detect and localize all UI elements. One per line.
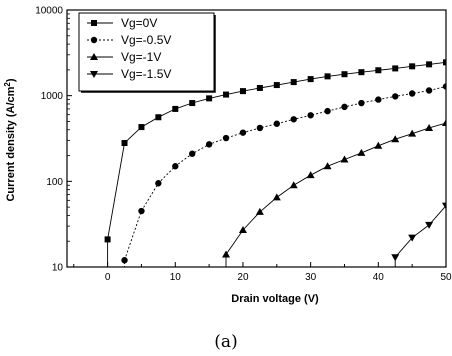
legend-label: Vg=0V — [121, 16, 157, 30]
legend-marker — [90, 71, 98, 78]
x-tick-label: 20 — [237, 272, 249, 283]
data-point — [206, 95, 213, 102]
data-point — [425, 123, 434, 131]
legend-label: Vg=-0.5V — [121, 33, 171, 47]
data-point — [340, 155, 349, 163]
y-axis-title-superscript: 2 — [3, 82, 12, 87]
data-point — [341, 71, 348, 78]
data-point — [239, 88, 246, 95]
data-point — [443, 59, 446, 66]
data-point — [155, 114, 162, 121]
data-point — [289, 181, 298, 189]
y-tick-label: 10000 — [35, 6, 63, 17]
data-point — [392, 65, 399, 72]
data-point — [357, 148, 366, 156]
legend-box — [78, 12, 215, 92]
data-point — [409, 63, 416, 70]
data-point — [155, 180, 162, 187]
data-point — [255, 207, 264, 215]
data-point — [121, 257, 128, 264]
data-point — [256, 124, 264, 132]
data-point — [408, 90, 416, 97]
legend-marker — [90, 36, 98, 44]
data-point — [121, 140, 128, 147]
data-point — [307, 76, 314, 83]
series-3 — [222, 118, 446, 267]
x-axis-title: Drain voltage (V) — [231, 293, 319, 305]
data-point — [272, 193, 281, 201]
data-point — [138, 207, 145, 215]
data-point — [172, 105, 179, 112]
legend-marker — [90, 53, 98, 60]
data-point — [408, 129, 417, 137]
data-point — [104, 236, 111, 243]
y-axis-title: Current density (A/cm2) — [3, 78, 17, 201]
series-4 — [391, 202, 446, 267]
y-axis-title-close: ) — [5, 78, 17, 82]
series-line — [394, 205, 446, 267]
legend-marker — [91, 20, 97, 26]
data-point — [290, 116, 297, 123]
series-1 — [104, 59, 446, 267]
data-point — [222, 250, 231, 258]
plot-area — [104, 59, 446, 267]
series-line — [225, 122, 446, 267]
data-point — [189, 100, 196, 107]
y-tick-label: 1000 — [41, 91, 64, 102]
data-point — [425, 87, 433, 94]
legend-shadow — [81, 15, 216, 93]
figure-caption: (a) — [214, 332, 237, 352]
data-point — [307, 112, 314, 119]
data-point — [392, 93, 399, 100]
data-point — [442, 83, 446, 90]
x-tick-label: 10 — [170, 272, 182, 283]
data-point — [324, 73, 331, 80]
data-point — [238, 226, 247, 234]
data-point — [239, 129, 247, 136]
data-point — [358, 69, 365, 76]
y-axis-title-main: Current density (A/cm — [5, 86, 17, 201]
data-point — [391, 135, 400, 143]
data-point — [375, 96, 382, 103]
data-point — [426, 61, 433, 68]
series-2 — [121, 83, 446, 267]
axes: 0 10 20 30 40 50 10 100 1000 10000 — [35, 6, 452, 284]
series-line — [124, 86, 446, 267]
y-tick-label: 100 — [46, 177, 63, 188]
legend-label: Vg=-1.5V — [121, 67, 171, 81]
data-point — [205, 141, 213, 148]
data-point — [306, 171, 315, 179]
data-point — [223, 91, 230, 98]
data-point — [222, 134, 230, 142]
plot-frame — [66, 9, 447, 268]
data-point — [324, 107, 331, 115]
data-point — [358, 99, 365, 107]
x-tick-label: 40 — [373, 272, 385, 283]
data-point — [189, 150, 196, 157]
data-point — [256, 84, 263, 91]
x-tick-label: 30 — [305, 272, 317, 283]
data-point — [341, 103, 348, 111]
legend-label: Vg=-1V — [121, 50, 161, 64]
x-tick-label: 0 — [105, 272, 111, 283]
data-point — [442, 202, 446, 210]
data-point — [425, 221, 434, 229]
data-point — [408, 234, 417, 242]
data-point — [374, 141, 383, 149]
data-point — [391, 254, 400, 262]
data-point — [172, 163, 179, 170]
data-point — [273, 120, 281, 127]
y-tick-label: 10 — [52, 263, 64, 274]
legend: Vg=0V Vg=-0.5V Vg=-1V Vg=-1.5V — [78, 12, 216, 93]
data-point — [290, 79, 297, 86]
series-line — [107, 61, 446, 267]
data-point — [138, 124, 145, 131]
data-point — [323, 162, 332, 170]
data-point — [273, 82, 280, 89]
data-point — [375, 67, 382, 74]
data-point — [442, 118, 446, 126]
x-tick-label: 50 — [440, 272, 452, 283]
